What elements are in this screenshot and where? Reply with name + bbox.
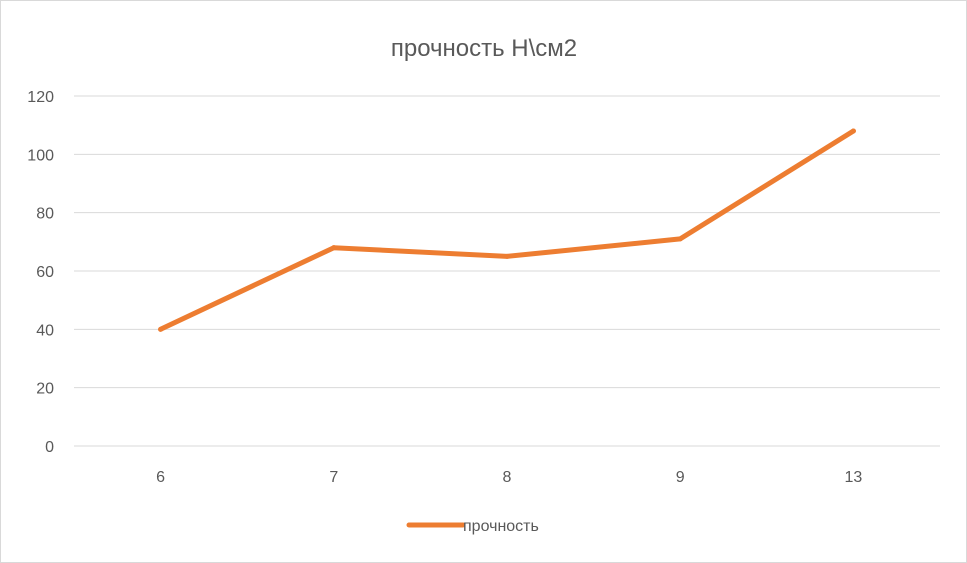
y-axis-ticks: 0 20 40 60 80 100 120 [27,89,54,456]
data-point [850,128,856,134]
y-tick-label: 100 [27,147,54,164]
legend: прочность [406,518,539,535]
data-point [158,326,164,332]
series-group [158,128,856,332]
y-tick-label: 40 [36,322,54,339]
x-tick-label: 13 [845,469,863,486]
x-tick-label: 8 [503,469,512,486]
x-axis-ticks: 6 7 8 9 13 [156,469,862,486]
y-tick-label: 80 [36,206,54,223]
series-line [158,128,856,332]
y-tick-label: 0 [45,439,54,456]
chart-title: прочность Н\см2 [391,35,577,62]
gridlines [74,95,940,447]
x-tick-label: 7 [329,469,338,486]
x-tick-label: 9 [676,469,685,486]
x-tick-label: 6 [156,469,165,486]
y-tick-label: 60 [36,264,54,281]
data-point [677,236,683,242]
data-point [331,245,337,251]
y-tick-label: 120 [27,89,54,106]
y-tick-label: 20 [36,381,54,398]
data-point [504,253,510,259]
legend-label: прочность [463,518,539,535]
